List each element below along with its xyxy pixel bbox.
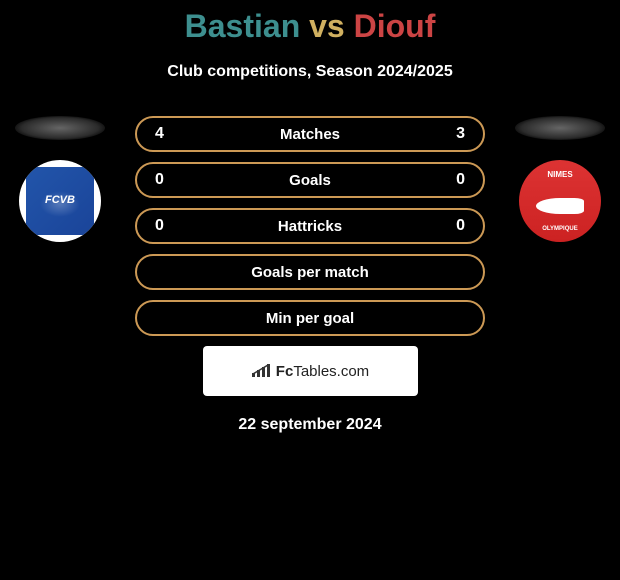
stat-label: Min per goal (185, 310, 435, 327)
attr-prefix: Fc (276, 363, 294, 380)
right-player-placeholder (515, 116, 605, 140)
left-badge-emblem (40, 191, 80, 217)
attribution-box[interactable]: FcTables.com (203, 346, 418, 396)
stat-row-matches: 4 Matches 3 (135, 116, 485, 152)
stat-row-hattricks: 0 Hattricks 0 (135, 208, 485, 244)
stat-label: Hattricks (185, 218, 435, 235)
stat-row-min-per-goal: Min per goal (135, 300, 485, 336)
subtitle: Club competitions, Season 2024/2025 (0, 63, 620, 81)
stat-left-value: 0 (155, 171, 185, 189)
chart-icon (251, 363, 271, 379)
stat-label: Goals per match (185, 264, 435, 281)
stat-row-goals-per-match: Goals per match (135, 254, 485, 290)
attribution-text: FcTables.com (276, 363, 369, 380)
right-club-badge: NIMES OLYMPIQUE (519, 160, 601, 242)
stat-row-goals: 0 Goals 0 (135, 162, 485, 198)
vs-text: vs (309, 8, 345, 44)
date-text: 22 september 2024 (0, 416, 620, 434)
player1-name: Bastian (185, 8, 301, 44)
stat-left-value: 4 (155, 125, 185, 143)
attr-suffix: Tables.com (293, 363, 369, 380)
stat-right-value: 3 (435, 125, 465, 143)
left-player-placeholder (15, 116, 105, 140)
widget-container: Bastian vs Diouf Club competitions, Seas… (0, 0, 620, 434)
stat-left-value: 0 (155, 217, 185, 235)
left-side: FCVB (15, 116, 105, 242)
stat-right-value: 0 (435, 171, 465, 189)
stat-label: Matches (185, 126, 435, 143)
stat-right-value: 0 (435, 217, 465, 235)
comparison-title: Bastian vs Diouf (0, 8, 620, 45)
stat-label: Goals (185, 172, 435, 189)
right-club-name-top: NIMES (547, 170, 572, 179)
left-badge-inner: FCVB (26, 167, 94, 235)
stats-area: 4 Matches 3 0 Goals 0 0 Hattricks 0 Goal… (135, 116, 485, 336)
right-side: NIMES OLYMPIQUE (515, 116, 605, 242)
player2-name: Diouf (354, 8, 436, 44)
right-badge-emblem (536, 198, 584, 214)
right-club-name-bottom: OLYMPIQUE (542, 226, 577, 232)
main-content: FCVB NIMES OLYMPIQUE 4 Matches 3 0 Goals (0, 116, 620, 434)
left-club-badge: FCVB (19, 160, 101, 242)
